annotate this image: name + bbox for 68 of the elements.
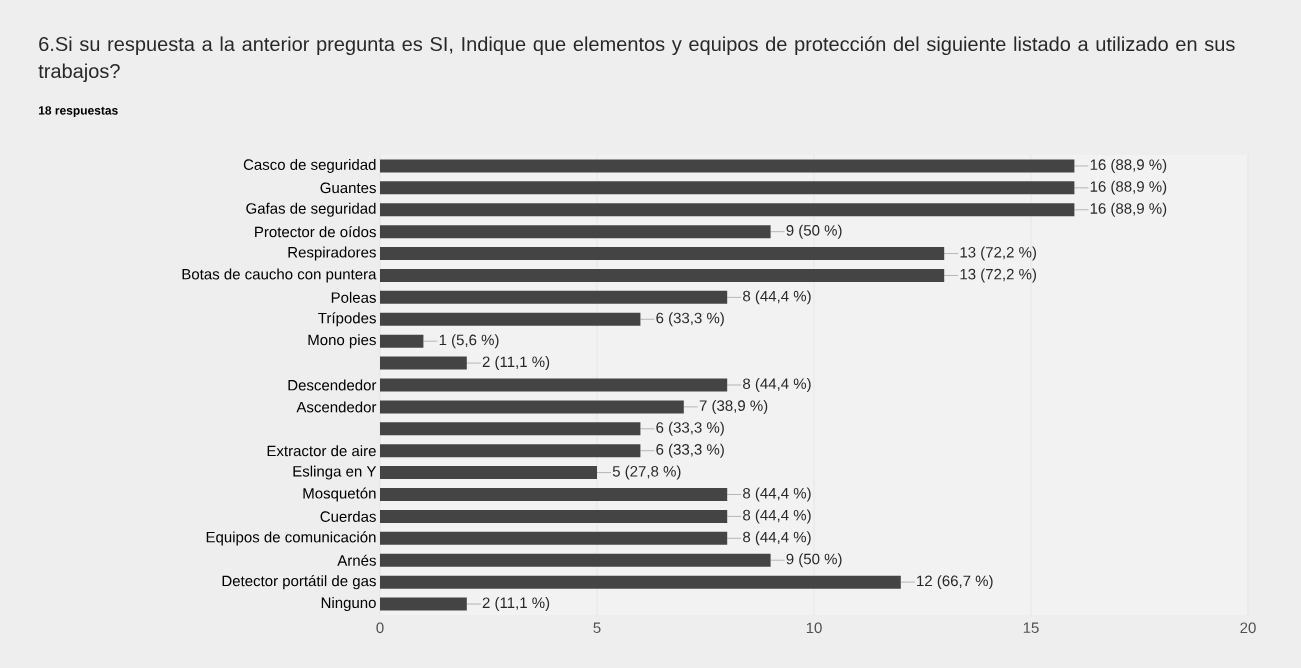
data-label: 12 (66,7 %): [917, 575, 993, 590]
data-label: 9 (50 %): [786, 553, 842, 568]
y-tick-label: Detector portátil de gas: [222, 575, 376, 590]
y-tick-label: Equipos de comunicación: [206, 531, 376, 546]
y-tick-label: Ninguno: [321, 597, 376, 612]
y-tick-label: Casco de seguridad: [243, 158, 376, 173]
bar: [380, 509, 728, 523]
data-label: 6 (33,3 %): [656, 443, 724, 458]
bar: [380, 159, 1075, 173]
y-tick-label: Mono pies: [308, 334, 376, 349]
x-tick-label: 10: [806, 622, 822, 634]
data-label: 16 (88,9 %): [1090, 202, 1167, 217]
data-label: 8 (44,4 %): [743, 290, 811, 305]
data-label: 1 (5,6 %): [439, 334, 499, 349]
chart-title: 6.Si su respuesta a la anterior pregunta es SI, Indique que elementos y equipos de protección del siguiente listado a utilizado en sus trabajos?: [38, 36, 1235, 83]
data-label: 6 (33,3 %): [656, 421, 724, 436]
data-label: 16 (88,9 %): [1090, 158, 1167, 173]
y-tick-label: Botas de caucho con puntera: [182, 268, 377, 283]
bar: [380, 422, 641, 436]
bar: [380, 334, 424, 348]
y-tick-label: Descendedor: [288, 379, 377, 391]
bar: [380, 225, 771, 239]
x-tick-label: 5: [593, 622, 601, 633]
text: 18 respuestas: [38, 106, 118, 118]
bar: [380, 488, 728, 502]
data-label: 16 (88,9 %): [1090, 180, 1167, 195]
bar: [380, 268, 945, 282]
y-tick-label: Guantes: [320, 182, 376, 194]
y-tick-label: Poleas: [331, 291, 376, 303]
bar: [380, 553, 771, 567]
data-label: 8 (44,4 %): [743, 487, 811, 502]
bar: [380, 247, 945, 261]
bar: [380, 203, 1075, 217]
bar: [380, 181, 1075, 195]
data-label: 13 (72,2 %): [960, 246, 1036, 261]
bar: [380, 597, 467, 611]
bar: [380, 531, 728, 545]
data-label: 5 (27,8 %): [612, 465, 681, 480]
data-label: 6 (33,3 %): [656, 312, 724, 327]
y-tick-label: Ascendedor: [296, 401, 377, 413]
y-tick-label: Trípodes: [318, 312, 376, 327]
y-tick-label: Arnés: [337, 554, 376, 566]
y-tick-label: Mosquetón: [303, 487, 376, 502]
bar: [380, 400, 684, 414]
data-label: 2 (11,1 %): [482, 356, 550, 371]
y-tick-label: Eslinga en Y: [293, 465, 377, 480]
bar: [380, 378, 728, 392]
y-tick-label: Gafas de seguridad: [246, 202, 376, 217]
x-tick-label: 0: [376, 622, 384, 634]
x-tick-label: 15: [1023, 622, 1039, 633]
data-label: 13 (72,2 %): [960, 268, 1036, 283]
y-tick-label: Cuerdas: [320, 510, 376, 522]
data-label: 8 (44,4 %): [743, 531, 811, 546]
data-label: 8 (44,4 %): [743, 509, 811, 524]
bar: [380, 575, 901, 589]
data-label: 7 (38,9 %): [699, 399, 768, 414]
bar: [380, 290, 728, 304]
data-label: 8 (44,4 %): [743, 378, 811, 392]
data-label: 2 (11,1 %): [482, 597, 550, 612]
bar: [380, 356, 467, 370]
bar: [380, 466, 597, 480]
x-tick-label: 20: [1240, 622, 1256, 634]
y-tick-label: Respiradores: [288, 246, 376, 261]
data-label: 9 (50 %): [786, 224, 842, 239]
y-tick-label: Extractor de aire: [267, 445, 376, 457]
y-tick-label: Protector de oídos: [255, 226, 376, 238]
bar: [380, 444, 641, 458]
bar: [380, 312, 641, 326]
